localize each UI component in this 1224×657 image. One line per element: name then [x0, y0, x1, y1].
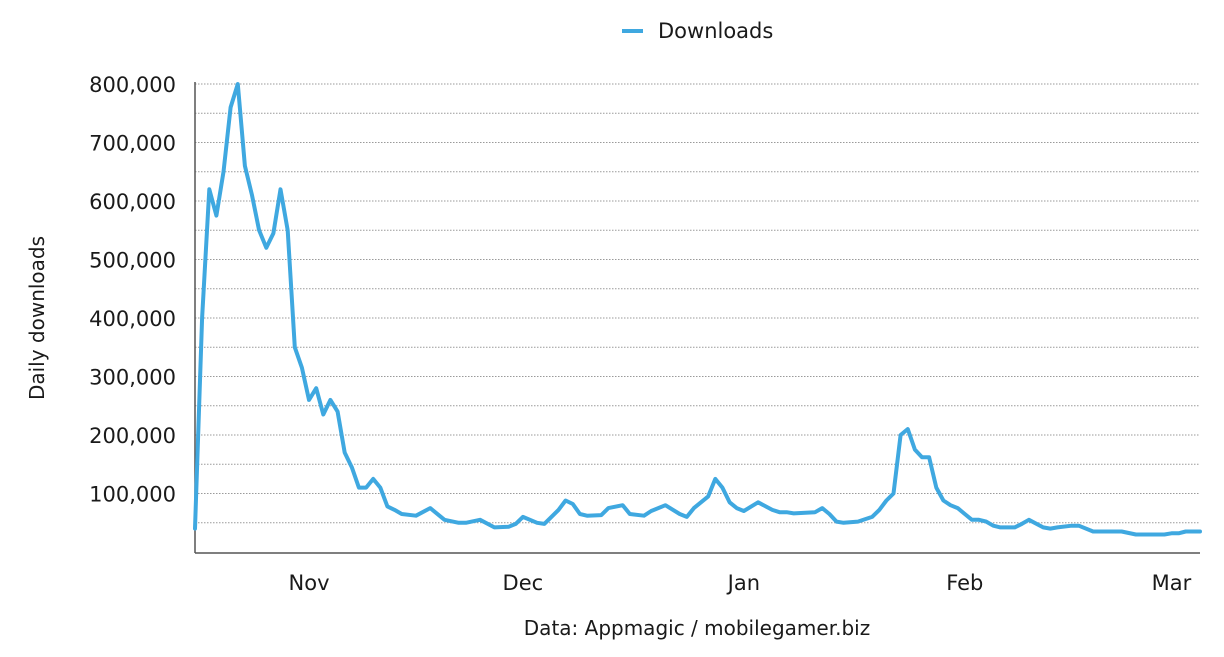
y-tick-label: 700,000	[89, 132, 176, 156]
series-line-downloads	[193, 82, 1202, 537]
gridlines	[195, 83, 1200, 524]
x-tick-label: Dec	[503, 571, 544, 595]
y-axis-title: Daily downloads	[25, 236, 49, 400]
x-tick-label: Jan	[726, 571, 760, 595]
y-tick-label: 600,000	[89, 190, 176, 214]
y-tick-label: 400,000	[89, 307, 176, 331]
x-axis-tick-labels: Nov Dec Jan Feb Mar	[289, 571, 1192, 595]
x-axis-title: Data: Appmagic / mobilegamer.biz	[524, 616, 870, 640]
legend: Downloads	[622, 19, 773, 43]
y-tick-label: 100,000	[89, 483, 176, 507]
plot-area	[193, 82, 1202, 537]
x-tick-label: Feb	[946, 571, 983, 595]
x-tick-label: Mar	[1152, 571, 1192, 595]
y-tick-label: 500,000	[89, 249, 176, 273]
y-tick-label: 300,000	[89, 366, 176, 390]
y-tick-label: 800,000	[89, 73, 176, 97]
x-tick-label: Nov	[289, 571, 330, 595]
y-axis-tick-labels: 100,000 200,000 300,000 400,000 500,000 600,0…	[89, 73, 176, 507]
y-tick-label: 200,000	[89, 424, 176, 448]
legend-label-downloads: Downloads	[658, 19, 773, 43]
